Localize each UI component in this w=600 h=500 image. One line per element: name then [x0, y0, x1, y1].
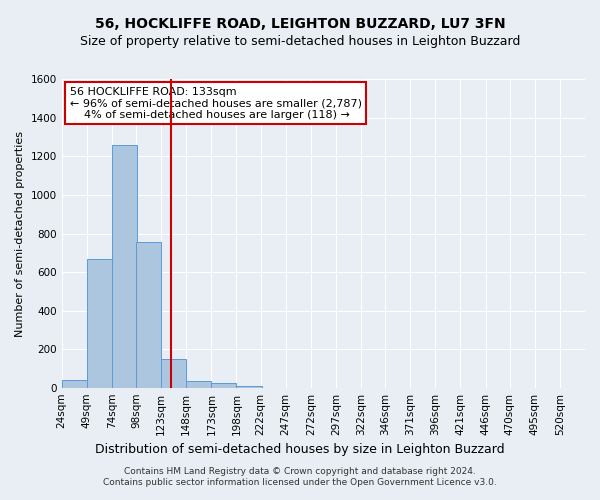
Text: Size of property relative to semi-detached houses in Leighton Buzzard: Size of property relative to semi-detach…	[80, 35, 520, 48]
Text: 56, HOCKLIFFE ROAD, LEIGHTON BUZZARD, LU7 3FN: 56, HOCKLIFFE ROAD, LEIGHTON BUZZARD, LU…	[95, 18, 505, 32]
Bar	[62, 380, 87, 388]
Bar	[112, 144, 137, 388]
Y-axis label: Number of semi-detached properties: Number of semi-detached properties	[15, 130, 25, 336]
Text: Contains public sector information licensed under the Open Government Licence v3: Contains public sector information licen…	[103, 478, 497, 487]
Bar	[87, 258, 112, 388]
Text: 56 HOCKLIFFE ROAD: 133sqm
← 96% of semi-detached houses are smaller (2,787)
    : 56 HOCKLIFFE ROAD: 133sqm ← 96% of semi-…	[70, 86, 362, 120]
Text: Contains HM Land Registry data © Crown copyright and database right 2024.: Contains HM Land Registry data © Crown c…	[124, 467, 476, 476]
Text: Distribution of semi-detached houses by size in Leighton Buzzard: Distribution of semi-detached houses by …	[95, 442, 505, 456]
Bar	[186, 382, 211, 388]
Bar	[161, 359, 186, 388]
Bar	[211, 383, 236, 388]
Bar	[136, 242, 161, 388]
Bar	[236, 386, 262, 388]
